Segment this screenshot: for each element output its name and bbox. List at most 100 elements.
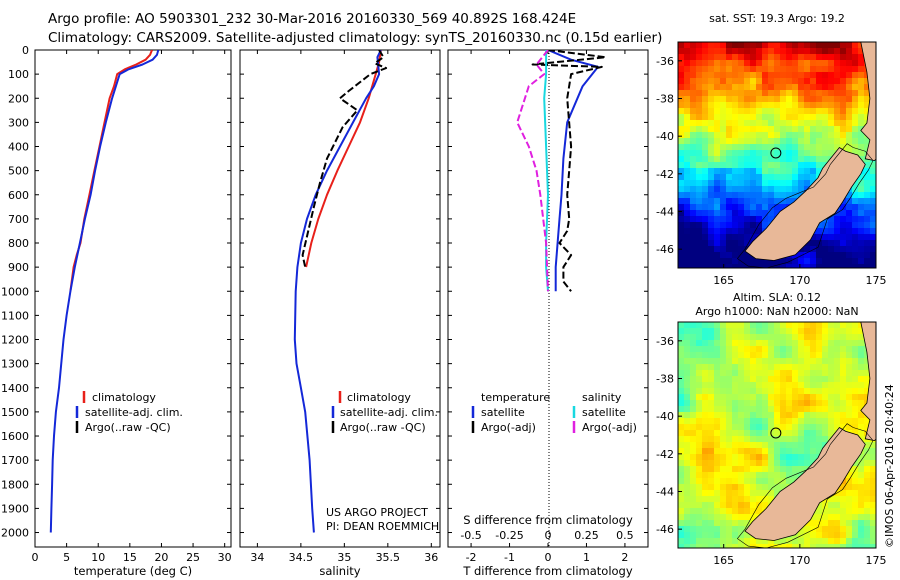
map-cell — [678, 322, 685, 329]
map-cell — [756, 352, 763, 359]
map-cell — [738, 352, 745, 359]
map-cell — [690, 352, 697, 359]
map-cell — [852, 126, 859, 133]
map-cell — [678, 234, 685, 241]
map-cell — [828, 400, 835, 407]
map-cell — [690, 520, 697, 527]
map-cell — [762, 162, 769, 169]
map-cell — [720, 448, 727, 455]
map-cell — [828, 84, 835, 91]
map-cell — [858, 234, 865, 241]
map-cell — [780, 180, 787, 187]
map-cell — [816, 228, 823, 235]
map-cell — [690, 162, 697, 169]
map-cell — [864, 108, 871, 115]
map-cell — [804, 454, 811, 461]
map-cell — [780, 78, 787, 85]
map-cell — [738, 84, 745, 91]
map-cell — [774, 180, 781, 187]
map-cell — [840, 252, 847, 259]
map-cell — [870, 198, 876, 205]
map-cell — [696, 328, 703, 335]
map-cell — [804, 532, 811, 539]
map-cell — [822, 84, 829, 91]
pi-label: PI: DEAN ROEMMICH — [326, 520, 439, 533]
map-cell — [726, 258, 733, 265]
map-cell — [810, 174, 817, 181]
map-cell — [858, 424, 865, 431]
map-cell — [690, 544, 697, 548]
map-cell — [696, 382, 703, 389]
sla-map-ticks: 165 170 175-36-38-40-42-44-46 — [656, 335, 886, 567]
map-cell — [750, 358, 757, 365]
map-cell — [732, 508, 739, 515]
map-cell — [684, 346, 691, 353]
map-cell — [684, 520, 691, 527]
map-cell — [738, 532, 745, 539]
map-cell — [768, 538, 775, 545]
map-cell — [714, 54, 721, 61]
map-cell — [714, 322, 721, 329]
map-cell — [696, 42, 703, 49]
map-cell — [714, 346, 721, 353]
map-cell — [708, 370, 715, 377]
map-cell — [864, 252, 871, 259]
map-cell — [768, 544, 775, 548]
map-cell — [810, 370, 817, 377]
map-cell — [858, 240, 865, 247]
map-cell — [864, 478, 871, 485]
map-cell — [822, 418, 829, 425]
map-cell — [768, 264, 775, 268]
map-cell — [744, 394, 751, 401]
map-cell — [714, 472, 721, 479]
map-cell — [708, 490, 715, 497]
map-cell — [702, 54, 709, 61]
map-cell — [708, 442, 715, 449]
map-cell — [810, 90, 817, 97]
map-cell — [846, 228, 853, 235]
map-cell — [684, 382, 691, 389]
map-cell — [768, 328, 775, 335]
map-cell — [744, 192, 751, 199]
map-cell — [732, 246, 739, 253]
map-cell — [726, 400, 733, 407]
map-cell — [708, 460, 715, 467]
map-cell — [858, 502, 865, 509]
map-cell — [774, 358, 781, 365]
map-cell — [738, 198, 745, 205]
map-cell — [870, 216, 876, 223]
map-cell — [852, 532, 859, 539]
map-cell — [678, 174, 685, 181]
map-cell — [756, 228, 763, 235]
map-cell — [750, 460, 757, 467]
map-cell — [840, 60, 847, 67]
map-cell — [720, 478, 727, 485]
map-cell — [726, 168, 733, 175]
map-cell — [846, 484, 853, 491]
map-cell — [726, 358, 733, 365]
map-cell — [750, 120, 757, 127]
map-cell — [870, 490, 876, 497]
map-cell — [720, 204, 727, 211]
map-cell — [696, 78, 703, 85]
map-cell — [774, 400, 781, 407]
map-cell — [768, 168, 775, 175]
map-cell — [690, 234, 697, 241]
map-cell — [708, 252, 715, 259]
map-cell — [840, 114, 847, 121]
map-xtick-label: 170 — [789, 274, 810, 287]
map-cell — [780, 168, 787, 175]
map-cell — [708, 334, 715, 341]
map-cell — [834, 264, 841, 268]
map-cell — [732, 520, 739, 527]
map-cell — [864, 144, 871, 151]
map-cell — [702, 192, 709, 199]
map-cell — [852, 376, 859, 383]
map-cell — [762, 376, 769, 383]
map-cell — [732, 460, 739, 467]
map-cell — [864, 192, 871, 199]
north-island — [860, 322, 876, 442]
map-cell — [708, 204, 715, 211]
map-cell — [852, 222, 859, 229]
map-cell — [804, 430, 811, 437]
